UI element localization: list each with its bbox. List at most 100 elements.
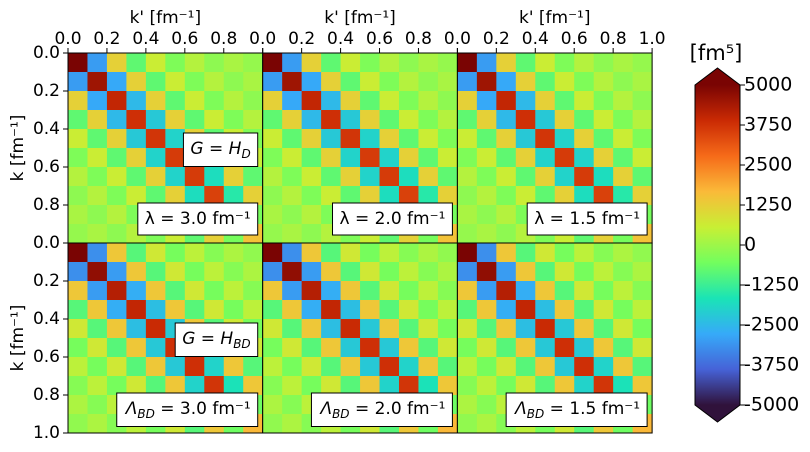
- heatmap-cell: [126, 167, 147, 187]
- heatmap-cell: [632, 129, 653, 149]
- heatmap-cell: [574, 110, 595, 130]
- heatmap-cell: [340, 243, 361, 263]
- heatmap-cell: [574, 243, 595, 263]
- heatmap-cell: [243, 53, 264, 73]
- heatmap-cell: [145, 262, 166, 282]
- heatmap-cell: [68, 224, 88, 244]
- heatmap-cell: [476, 395, 497, 415]
- heatmap-cell: [184, 91, 205, 111]
- annotation-box: [116, 392, 259, 427]
- heatmap-cell: [574, 129, 595, 149]
- heatmap-cell: [106, 300, 127, 320]
- heatmap-cell: [613, 243, 634, 263]
- heatmap-cell: [476, 129, 497, 149]
- heatmap-cell: [68, 186, 88, 206]
- heatmap-cell: [496, 91, 517, 111]
- heatmap-cell: [223, 186, 244, 206]
- heatmap-cell: [632, 110, 653, 130]
- heatmap-cell: [340, 262, 361, 282]
- heatmap-cell: [379, 338, 400, 358]
- heatmap-cell: [87, 129, 108, 149]
- heatmap-cell: [418, 167, 439, 187]
- heatmap-cell: [262, 224, 283, 244]
- heatmap-cell: [457, 376, 478, 396]
- heatmap-cell: [321, 262, 342, 282]
- heatmap-cell: [457, 91, 478, 111]
- heatmap-cell: [301, 148, 322, 168]
- heatmap-cell: [282, 129, 303, 149]
- heatmap-cell: [437, 110, 458, 130]
- heatmap-cell: [398, 262, 419, 282]
- heatmap-cell: [360, 167, 381, 187]
- heatmap-cell: [574, 53, 595, 73]
- heatmap-cell: [321, 110, 342, 130]
- heatmap-cell: [282, 376, 303, 396]
- annotation: G = HD: [190, 139, 250, 161]
- heatmap-cell: [554, 148, 575, 168]
- heatmap-cell: [360, 129, 381, 149]
- heatmap-cell: [398, 129, 419, 149]
- heatmap-cell: [321, 167, 342, 187]
- heatmap-cell: [126, 243, 147, 263]
- annotation-sub: BD: [137, 407, 154, 421]
- heatmap-cell: [145, 319, 166, 339]
- x-tick-label: 0.0: [54, 29, 81, 49]
- heatmap-cell: [165, 148, 186, 168]
- heatmap-cell: [496, 300, 517, 320]
- heatmap-cell: [593, 262, 614, 282]
- heatmap-cell: [496, 186, 517, 206]
- heatmap-cell: [476, 281, 497, 301]
- annotation-box: [526, 202, 648, 236]
- heatmap-cell: [593, 186, 614, 206]
- heatmap-cell: [457, 148, 478, 168]
- heatmap-cell: [360, 357, 381, 377]
- heatmap-cell: [476, 376, 497, 396]
- heatmap-cell: [340, 110, 361, 130]
- heatmap-cell: [437, 186, 458, 206]
- heatmap-cell: [476, 319, 497, 339]
- heatmap-cell: [262, 300, 283, 320]
- heatmap-cell: [321, 376, 342, 396]
- heatmap-cell: [340, 319, 361, 339]
- heatmap-cell: [68, 91, 88, 111]
- heatmap-cell: [262, 281, 283, 301]
- heatmap-cell: [301, 186, 322, 206]
- heatmap-cell: [165, 167, 186, 187]
- heatmap-cell: [496, 224, 517, 244]
- heatmap-cell: [301, 262, 322, 282]
- heatmap-cell: [574, 262, 595, 282]
- annotation: G = HBD: [182, 329, 251, 351]
- x-tick-label: 0.8: [600, 29, 627, 49]
- heatmap-cell: [457, 300, 478, 320]
- heatmap-cell: [68, 167, 88, 187]
- heatmap-cell: [360, 72, 381, 92]
- heatmap-cell: [418, 281, 439, 301]
- heatmap-cell: [632, 300, 653, 320]
- heatmap-cell: [106, 53, 127, 73]
- heatmap-cell: [593, 338, 614, 358]
- heatmap-cell: [398, 167, 419, 187]
- heatmap-cell: [574, 281, 595, 301]
- heatmap-cell: [223, 91, 244, 111]
- heatmap-cell: [106, 72, 127, 92]
- heatmap-cell: [418, 72, 439, 92]
- x-tick-label: 0.8: [210, 29, 237, 49]
- heatmap-cell: [340, 167, 361, 187]
- heatmap-cell: [282, 186, 303, 206]
- heatmap-cell: [282, 300, 303, 320]
- heatmap-cell: [398, 357, 419, 377]
- heatmap-cell: [457, 262, 478, 282]
- heatmap-cell: [321, 72, 342, 92]
- x-tick-label: 0.6: [366, 29, 393, 49]
- annotation-rest: = 1.5 fm⁻¹: [544, 399, 640, 419]
- heatmap-cell: [68, 148, 88, 168]
- heatmap-cell: [457, 167, 478, 187]
- heatmap-cell: [223, 262, 244, 282]
- heatmap-cell: [340, 53, 361, 73]
- heatmap-cell: [535, 72, 556, 92]
- annotation-main: Λ: [124, 399, 138, 419]
- heatmap-cell: [223, 357, 244, 377]
- heatmap-cell: [360, 376, 381, 396]
- y-axis-label: k [fm⁻¹]: [8, 305, 28, 372]
- heatmap-cell: [418, 186, 439, 206]
